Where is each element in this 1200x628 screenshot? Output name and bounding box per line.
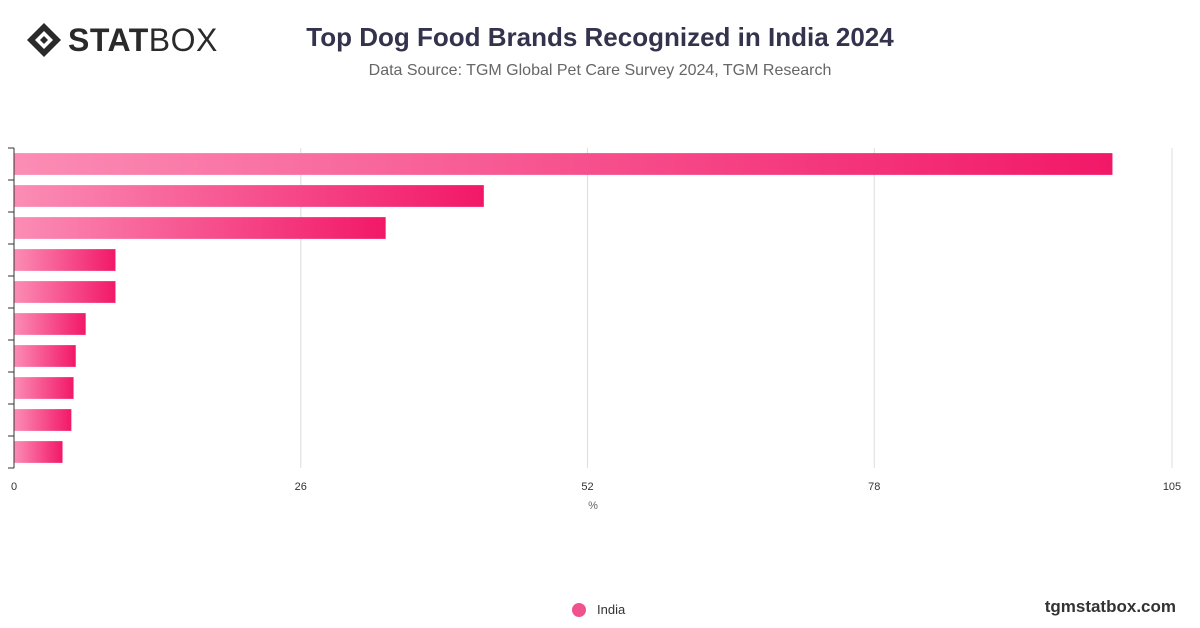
x-tick-label: 105 [1163,481,1181,493]
statbox-logo[interactable]: STATBOX [26,22,218,58]
bar[interactable] [14,217,386,239]
bar[interactable] [14,185,484,207]
axes: 0 26 52 78 105% [8,147,1181,512]
chart-title: Top Dog Food Brands Recognized in India … [306,22,894,52]
diamond-logo-icon [27,23,61,57]
logo-text-light: BOX [148,22,218,58]
legend-marker [572,602,586,617]
bar[interactable] [14,249,116,271]
x-tick-label: 52 [581,481,593,493]
bar[interactable] [14,377,74,399]
bar[interactable] [14,409,72,431]
x-tick-label: 78 [868,481,880,493]
x-tick-label: 0 [11,481,17,493]
legend-label: India [597,602,626,617]
x-axis-label: % [588,500,598,512]
bars [14,153,1113,463]
legend-item-india[interactable]: India [572,602,625,617]
bar[interactable] [14,153,1113,175]
bar[interactable] [14,281,116,303]
bar[interactable] [14,345,76,367]
watermark-link[interactable]: tgmstatbox.com [1044,597,1176,616]
bar[interactable] [14,441,63,463]
logo-text: STATBOX [68,22,218,58]
x-tick-label: 26 [295,481,307,493]
bar[interactable] [14,313,86,335]
logo-text-bold: STAT [68,22,149,58]
chart-subtitle: Data Source: TGM Global Pet Care Survey … [368,62,832,79]
